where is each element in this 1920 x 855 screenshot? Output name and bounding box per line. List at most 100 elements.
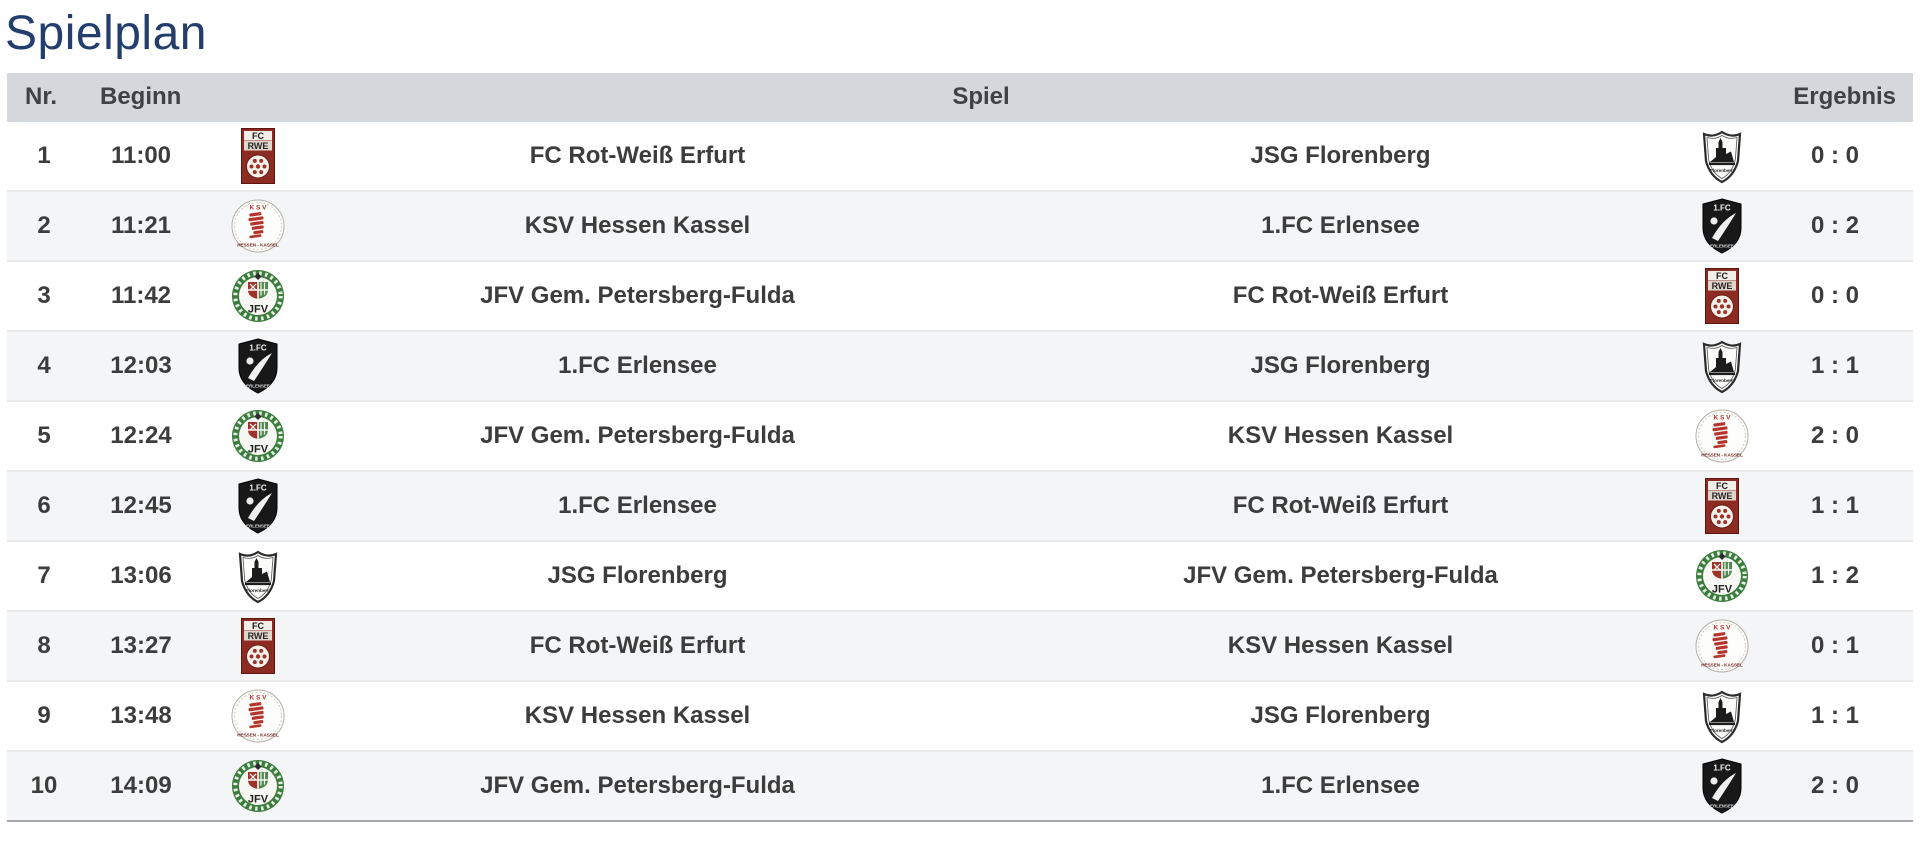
match-number: 8: [37, 631, 51, 659]
table-row[interactable]: 9 13:48 K S V HESSEN - KASSEL KSV Hessen …: [7, 681, 1913, 752]
column-header-spiel: Spiel: [952, 83, 1010, 111]
ksv-hessen-kassel-logo-icon: K S V HESSEN - KASSEL: [211, 689, 321, 743]
kickoff-time: 12:03: [110, 351, 172, 379]
page-title: Spielplan: [5, 7, 207, 60]
home-team-name: JFV Gem. Petersberg-Fulda: [480, 421, 795, 449]
svg-text:JFV: JFV: [1712, 583, 1733, 595]
1fc-erlensee-logo-icon: 1.FC ERLENSEE: [1667, 758, 1777, 814]
home-team-name: 1.FC Erlensee: [558, 351, 717, 379]
match-number: 2: [37, 211, 51, 239]
svg-text:RWE: RWE: [248, 141, 269, 151]
away-team-name: 1.FC Erlensee: [1261, 771, 1420, 799]
kickoff-time: 12:24: [110, 421, 172, 449]
column-header-beginn: Beginn: [100, 83, 182, 111]
jsg-florenberg-logo-icon: Florenberg: [1667, 688, 1777, 744]
kickoff-time: 13:27: [110, 631, 172, 659]
svg-text:K S V: K S V: [1714, 624, 1732, 631]
svg-text:RWE: RWE: [248, 631, 269, 641]
jfv-gem-petersberg-fulda-logo-icon: JFV: [211, 759, 321, 813]
match-number: 4: [37, 351, 51, 379]
svg-text:K S V: K S V: [1714, 414, 1732, 421]
away-team-name: JSG Florenberg: [1250, 141, 1431, 169]
jsg-florenberg-logo-icon: Florenberg: [211, 548, 321, 604]
kickoff-time: 13:06: [110, 561, 172, 589]
jfv-gem-petersberg-fulda-logo-icon: JFV: [211, 269, 321, 323]
match-result: 2 : 0: [1810, 421, 1860, 449]
away-team-name: FC Rot-Weiß Erfurt: [1232, 491, 1449, 519]
svg-text:Florenberg: Florenberg: [1710, 168, 1734, 173]
svg-text:HESSEN - KASSEL: HESSEN - KASSEL: [237, 732, 279, 737]
1fc-erlensee-logo-icon: 1.FC ERLENSEE: [211, 478, 321, 534]
svg-text:HESSEN - KASSEL: HESSEN - KASSEL: [1701, 662, 1743, 667]
svg-text:ERLENSEE: ERLENSEE: [246, 383, 270, 388]
table-row[interactable]: 10 14:09 JFV JFV Gem. Petersberg-Fulda 1…: [7, 751, 1913, 822]
match-number: 3: [37, 281, 51, 309]
svg-text:Florenberg: Florenberg: [1710, 728, 1734, 733]
1fc-erlensee-logo-icon: 1.FC ERLENSEE: [211, 338, 321, 394]
svg-text:RWE: RWE: [1712, 281, 1733, 291]
match-number: 7: [37, 561, 51, 589]
svg-text:FC: FC: [252, 621, 264, 631]
table-row[interactable]: 7 13:06 Florenberg JSG Florenberg JFV Ge…: [7, 541, 1913, 612]
home-team-name: FC Rot-Weiß Erfurt: [529, 141, 746, 169]
jfv-gem-petersberg-fulda-logo-icon: JFV: [211, 409, 321, 463]
home-team-name: JFV Gem. Petersberg-Fulda: [480, 771, 795, 799]
svg-text:ERLENSEE: ERLENSEE: [1710, 803, 1734, 808]
table-row[interactable]: 8 13:27 FC RWE FC Rot-Weiß Erfurt KSV Hes…: [7, 611, 1913, 682]
match-result: 0 : 0: [1810, 281, 1860, 309]
home-team-name: 1.FC Erlensee: [558, 491, 717, 519]
svg-text:1.FC: 1.FC: [249, 483, 267, 492]
table-row[interactable]: 6 12:45 1.FC ERLENSEE 1.FC Erlensee FC Ro…: [7, 471, 1913, 542]
table-header-row: Nr. Beginn Spiel Ergebnis: [7, 72, 1913, 122]
kickoff-time: 12:45: [110, 491, 172, 519]
away-team-name: KSV Hessen Kassel: [1227, 421, 1454, 449]
match-result: 1 : 1: [1810, 701, 1860, 729]
match-number: 6: [37, 491, 51, 519]
svg-text:Florenberg: Florenberg: [1710, 378, 1734, 383]
svg-text:1.FC: 1.FC: [1713, 763, 1731, 772]
svg-text:1.FC: 1.FC: [249, 343, 267, 352]
match-result: 2 : 0: [1810, 771, 1860, 799]
jsg-florenberg-logo-icon: Florenberg: [1667, 338, 1777, 394]
away-team-name: JSG Florenberg: [1250, 351, 1431, 379]
jfv-gem-petersberg-fulda-logo-icon: JFV: [1667, 549, 1777, 603]
home-team-name: KSV Hessen Kassel: [524, 701, 751, 729]
table-row[interactable]: 4 12:03 1.FC ERLENSEE 1.FC Erlensee JSG F…: [7, 331, 1913, 402]
home-team-name: JFV Gem. Petersberg-Fulda: [480, 281, 795, 309]
kickoff-time: 11:00: [110, 141, 172, 169]
away-team-name: JSG Florenberg: [1250, 701, 1431, 729]
fc-rot-weiss-erfurt-logo-icon: FC RWE: [1667, 267, 1777, 324]
fc-rot-weiss-erfurt-logo-icon: FC RWE: [211, 127, 321, 184]
svg-text:ERLENSEE: ERLENSEE: [1710, 243, 1734, 248]
svg-text:ERLENSEE: ERLENSEE: [246, 523, 270, 528]
1fc-erlensee-logo-icon: 1.FC ERLENSEE: [1667, 198, 1777, 254]
away-team-name: JFV Gem. Petersberg-Fulda: [1183, 561, 1498, 589]
table-row[interactable]: 2 11:21 K S V HESSEN - KASSEL KSV Hessen …: [7, 191, 1913, 262]
home-team-name: FC Rot-Weiß Erfurt: [529, 631, 746, 659]
table-row[interactable]: 3 11:42 JFV JFV Gem. Petersberg-Fulda FC…: [7, 261, 1913, 332]
match-result: 1 : 2: [1810, 561, 1860, 589]
match-number: 1: [37, 141, 51, 169]
schedule-rows: 1 11:00 FC RWE FC Rot-Weiß Erfurt JSG Flo…: [7, 121, 1913, 822]
table-row[interactable]: 1 11:00 FC RWE FC Rot-Weiß Erfurt JSG Flo…: [7, 121, 1913, 192]
fc-rot-weiss-erfurt-logo-icon: FC RWE: [211, 617, 321, 674]
svg-text:RWE: RWE: [1712, 491, 1733, 501]
match-result: 0 : 2: [1810, 211, 1860, 239]
ksv-hessen-kassel-logo-icon: K S V HESSEN - KASSEL: [1667, 619, 1777, 673]
fc-rot-weiss-erfurt-logo-icon: FC RWE: [1667, 477, 1777, 534]
svg-text:FC: FC: [1716, 481, 1728, 491]
svg-text:HESSEN - KASSEL: HESSEN - KASSEL: [237, 242, 279, 247]
home-team-name: JSG Florenberg: [547, 561, 728, 589]
match-number: 5: [37, 421, 51, 449]
away-team-name: KSV Hessen Kassel: [1227, 631, 1454, 659]
svg-text:JFV: JFV: [248, 793, 269, 805]
match-result: 1 : 1: [1810, 491, 1860, 519]
away-team-name: 1.FC Erlensee: [1261, 211, 1420, 239]
ksv-hessen-kassel-logo-icon: K S V HESSEN - KASSEL: [1667, 409, 1777, 463]
kickoff-time: 14:09: [110, 771, 172, 799]
ksv-hessen-kassel-logo-icon: K S V HESSEN - KASSEL: [211, 199, 321, 253]
kickoff-time: 11:42: [110, 281, 172, 309]
away-team-name: FC Rot-Weiß Erfurt: [1232, 281, 1449, 309]
table-row[interactable]: 5 12:24 JFV JFV Gem. Petersberg-Fulda KS…: [7, 401, 1913, 472]
svg-text:FC: FC: [1716, 271, 1728, 281]
